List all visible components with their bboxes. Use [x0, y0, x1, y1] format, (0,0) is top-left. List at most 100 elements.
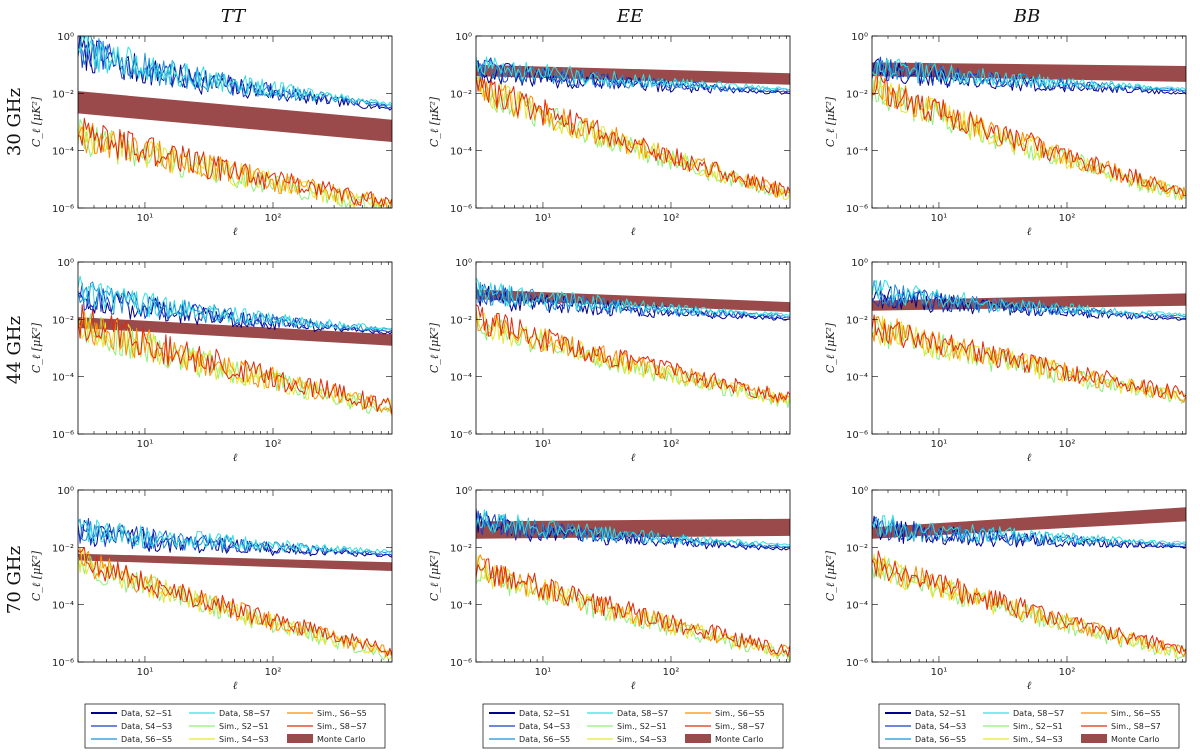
x-tick-label: 10²	[265, 667, 282, 678]
legend-label: Monte Carlo	[1111, 735, 1159, 744]
sim-series-line	[476, 304, 790, 402]
y-tick-label: 10⁻²	[450, 89, 472, 100]
legend-label: Monte Carlo	[715, 735, 763, 744]
y-tick-label: 10⁻²	[846, 89, 868, 100]
y-tick-label: 10⁻²	[52, 315, 74, 326]
plot-frame	[77, 489, 393, 663]
y-tick-label: 10⁻⁴	[450, 147, 472, 158]
y-axis-label: C_ℓ [μK²]	[30, 550, 43, 601]
data-series-line	[78, 518, 392, 557]
x-tick-label: 10¹	[137, 667, 154, 678]
data-series-line	[872, 514, 1186, 545]
legend-label: Data, S6−S5	[121, 735, 172, 744]
x-tick-label: 10¹	[931, 667, 948, 678]
panel-44-ghz-tt: 10¹ 10² 10⁻⁶ 10⁻⁴ 10⁻² 10⁰ ℓ C_ℓ [μK²]	[30, 258, 393, 464]
row-title-70ghz: 70 GHz	[4, 546, 25, 614]
sim-series-line	[476, 309, 790, 406]
legend-label: Sim., S2−S1	[1013, 722, 1063, 731]
data-series-line	[78, 275, 392, 331]
y-tick-label: 10⁻⁶	[846, 658, 868, 669]
x-tick-label: 10¹	[931, 439, 948, 450]
panel-44-ghz-bb: 10¹ 10² 10⁻⁶ 10⁻⁴ 10⁻² 10⁰ ℓ C_ℓ [μK²]	[824, 258, 1187, 464]
col-title-tt: TT	[221, 6, 247, 27]
x-axis-label: ℓ	[631, 679, 636, 692]
x-tick-label: 10²	[265, 439, 282, 450]
x-tick-label: 10²	[1059, 667, 1076, 678]
legend-label: Sim., S6−S5	[317, 709, 367, 718]
row-titles: 30 GHz 44 GHz 70 GHz	[4, 88, 25, 614]
y-tick-label: 10⁻²	[52, 89, 74, 100]
data-series-line	[476, 509, 790, 546]
sim-series-line	[476, 74, 790, 197]
x-axis-label: ℓ	[233, 451, 238, 464]
legend-label: Data, S6−S5	[915, 735, 966, 744]
y-axis-label: C_ℓ [μK²]	[30, 322, 43, 373]
legend-frame	[482, 703, 784, 749]
y-tick-label: 10⁻⁶	[846, 204, 868, 215]
y-axis-label: C_ℓ [μK²]	[428, 322, 441, 373]
y-tick-label: 10⁰	[455, 258, 472, 269]
y-tick-label: 10⁻⁴	[846, 373, 868, 384]
x-tick-label: 10²	[1059, 439, 1076, 450]
y-axis-label: C_ℓ [μK²]	[428, 550, 441, 601]
sim-series-line	[476, 76, 790, 198]
column-titles: TT EE BB	[221, 6, 1040, 27]
sim-series-line	[872, 71, 1186, 197]
y-tick-label: 10⁰	[851, 486, 868, 497]
legend-label: Sim., S2−S1	[617, 722, 667, 731]
sim-series-line	[78, 546, 392, 657]
legend-label: Data, S2−S1	[519, 709, 570, 718]
y-tick-label: 10⁻⁶	[52, 430, 74, 441]
y-tick-label: 10⁻²	[846, 543, 868, 554]
data-series-line	[872, 279, 1186, 317]
data-series-line	[78, 281, 392, 332]
legend-frame	[84, 703, 386, 749]
sim-series-line	[78, 122, 392, 208]
data-series-line	[476, 277, 790, 317]
sim-series-line	[872, 316, 1186, 403]
y-tick-label: 10⁰	[851, 258, 868, 269]
x-tick-label: 10²	[1059, 213, 1076, 224]
panel-30-ghz-ee: 10¹ 10² 10⁻⁶ 10⁻⁴ 10⁻² 10⁰ ℓ C_ℓ [μK²]	[428, 32, 791, 238]
y-tick-label: 10⁻²	[450, 543, 472, 554]
plot-frame	[475, 489, 791, 663]
legend-label: Sim., S4−S3	[617, 735, 667, 744]
legend-label: Sim., S4−S3	[1013, 735, 1063, 744]
sim-series-line	[78, 124, 392, 208]
plot-frame	[475, 261, 791, 435]
x-tick-label: 10¹	[535, 213, 552, 224]
legend-box-1: Data, S2−S1 Data, S8−S7 Sim., S6−S5 Data, S…	[84, 703, 386, 749]
legend-label: Data, S4−S3	[121, 722, 172, 731]
sim-series-line	[872, 557, 1186, 660]
y-tick-label: 10⁰	[455, 32, 472, 43]
y-axis-label: C_ℓ [μK²]	[428, 96, 441, 147]
plot-frame	[77, 35, 393, 209]
sim-series-line	[78, 304, 392, 415]
y-tick-label: 10⁻⁶	[450, 430, 472, 441]
legend-label: Sim., S6−S5	[1111, 709, 1161, 718]
data-series-line	[872, 58, 1186, 91]
y-tick-label: 10⁻⁶	[450, 658, 472, 669]
y-tick-label: 10⁻⁶	[52, 658, 74, 669]
monte-carlo-band	[476, 64, 790, 85]
plot-frame	[871, 261, 1187, 435]
y-tick-label: 10⁻⁴	[52, 147, 74, 158]
panel-30-ghz-bb: 10¹ 10² 10⁻⁶ 10⁻⁴ 10⁻² 10⁰ ℓ C_ℓ [μK²]	[824, 32, 1187, 238]
panel-70-ghz-bb: 10¹ 10² 10⁻⁶ 10⁻⁴ 10⁻² 10⁰ ℓ C_ℓ [μK²]	[824, 486, 1187, 692]
legend-label: Data, S4−S3	[915, 722, 966, 731]
row-title-44ghz: 44 GHz	[4, 316, 25, 384]
legend-label: Sim., S6−S5	[715, 709, 765, 718]
monte-carlo-band	[476, 289, 790, 312]
x-axis-label: ℓ	[1027, 225, 1032, 238]
y-tick-label: 10⁰	[57, 486, 74, 497]
y-axis-label: C_ℓ [μK²]	[824, 96, 837, 147]
x-tick-label: 10¹	[535, 667, 552, 678]
legend-label: Data, S2−S1	[121, 709, 172, 718]
x-tick-label: 10¹	[137, 439, 154, 450]
y-tick-label: 10⁻⁶	[52, 204, 74, 215]
col-title-bb: BB	[1013, 6, 1040, 27]
x-tick-label: 10¹	[137, 213, 154, 224]
y-tick-label: 10⁻²	[52, 543, 74, 554]
y-tick-label: 10⁻⁴	[52, 601, 74, 612]
